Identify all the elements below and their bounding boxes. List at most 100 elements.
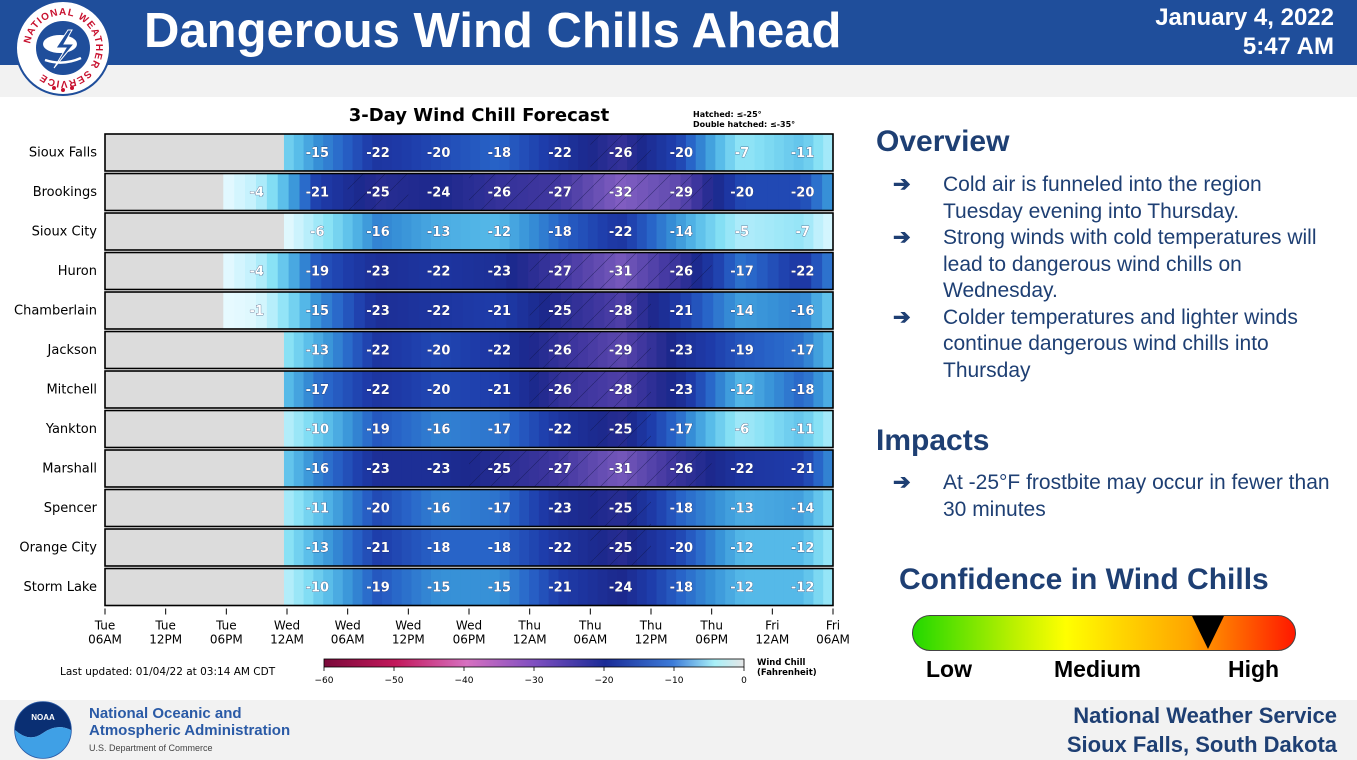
heat-strip <box>783 529 795 566</box>
heat-strip <box>303 568 314 606</box>
heat-strip <box>774 489 785 527</box>
x-tick-day: Thu <box>699 619 723 633</box>
heat-strip <box>724 252 736 290</box>
hatch-overlay <box>347 173 409 211</box>
heat-strip <box>811 252 823 290</box>
heat-strip <box>783 450 795 487</box>
heat-strip <box>234 292 246 329</box>
heat-strip <box>245 173 257 211</box>
heat-strip <box>470 331 481 369</box>
cell-value: -22 <box>609 225 633 240</box>
heat-strip <box>313 134 324 171</box>
heat-strip <box>744 489 756 527</box>
heat-strip <box>646 371 658 408</box>
heat-strip <box>255 252 268 290</box>
heat-strip <box>441 173 453 211</box>
cell-value: -28 <box>609 304 633 319</box>
heatmap-row: Brookings -4 -21 -25 -24 -26 -27 -32 -29 -20 -20 <box>33 172 834 212</box>
heat-strip <box>421 213 432 250</box>
cell-value: -16 <box>791 304 815 319</box>
cell-value: -6 <box>735 423 749 438</box>
cell-value: -25 <box>488 462 512 477</box>
heat-strip <box>744 213 756 250</box>
heat-strip <box>375 252 388 290</box>
heat-strip <box>734 489 746 527</box>
heat-strip <box>283 134 295 171</box>
heat-strip <box>529 568 540 606</box>
x-tick-time: 06PM <box>210 633 243 647</box>
heat-strip <box>676 331 687 369</box>
heat-strip <box>754 331 765 369</box>
hatch-overlay <box>469 173 530 211</box>
heatmap-row: Marshall -16 -23 -23 -25 -27 -31 -26 -22 -21 <box>42 449 834 488</box>
heat-strip <box>480 489 491 527</box>
header-subband <box>0 65 1357 97</box>
heat-strip <box>597 213 609 250</box>
heat-strip <box>774 450 785 487</box>
heat-strip <box>332 371 344 408</box>
cell-value: -23 <box>548 502 572 517</box>
heat-strip <box>803 450 814 487</box>
heat-strip <box>277 252 290 290</box>
heat-strip <box>617 213 628 250</box>
heat-strip <box>568 568 579 606</box>
cell-value: -4 <box>249 186 263 201</box>
office-name-line1: National Weather Service <box>1073 703 1337 728</box>
heat-strip <box>430 173 442 211</box>
cell-value: -15 <box>306 304 330 319</box>
heat-strip <box>303 134 314 171</box>
heat-strip <box>705 529 716 566</box>
x-tick-time: 06AM <box>331 633 365 647</box>
heat-strip <box>685 489 697 527</box>
cell-value: -12 <box>791 541 815 556</box>
heat-strip <box>813 134 824 171</box>
heat-strip <box>509 568 520 606</box>
cell-value: -16 <box>366 225 390 240</box>
cell-value: -22 <box>427 304 451 319</box>
heat-strip <box>744 568 756 606</box>
cell-value: -15 <box>488 581 512 596</box>
heat-strip <box>656 529 667 566</box>
cell-value: -32 <box>609 186 633 201</box>
hatch-overlay <box>529 450 591 487</box>
heat-strip <box>823 134 834 171</box>
heat-strip <box>627 568 638 606</box>
heat-strip <box>303 450 314 487</box>
heat-strip <box>803 529 814 566</box>
heat-strip <box>401 529 413 566</box>
heat-strip <box>342 331 354 369</box>
cell-value: -22 <box>366 383 390 398</box>
cell-value: -23 <box>670 383 694 398</box>
cell-value: -18 <box>670 502 694 517</box>
heat-strip <box>362 568 373 606</box>
heat-strip <box>813 489 824 527</box>
heat-strip <box>646 213 658 250</box>
heat-strip <box>789 252 801 290</box>
heat-strip <box>332 489 344 527</box>
heat-strip <box>778 173 791 211</box>
heat-strip <box>255 173 268 211</box>
overview-item-text: Colder temperatures and lighter winds co… <box>943 305 1298 382</box>
colorbar-label-line2: (Fahrenheit) <box>757 668 817 678</box>
heat-strip <box>411 568 422 606</box>
overview-item: ➔ Colder temperatures and lighter winds c… <box>893 305 1333 385</box>
office-name-line2: Sioux Falls, South Dakota <box>1066 732 1337 757</box>
heat-strip <box>283 568 295 606</box>
heat-strip <box>658 292 671 329</box>
heat-strip <box>734 529 746 566</box>
heat-strip <box>362 134 373 171</box>
heat-strip <box>705 371 716 408</box>
heat-strip <box>715 489 726 527</box>
cell-value: -21 <box>488 383 512 398</box>
heat-strip <box>411 529 422 566</box>
heat-strip <box>725 371 736 408</box>
heat-strip <box>587 568 599 606</box>
heat-strip <box>364 252 377 290</box>
hatch-overlay <box>469 450 530 487</box>
heat-strip <box>754 529 765 566</box>
heat-strip <box>793 371 805 408</box>
heat-strip <box>401 371 413 408</box>
cell-value: -23 <box>427 462 451 477</box>
heat-strip <box>734 134 746 171</box>
heat-strip <box>382 529 393 566</box>
